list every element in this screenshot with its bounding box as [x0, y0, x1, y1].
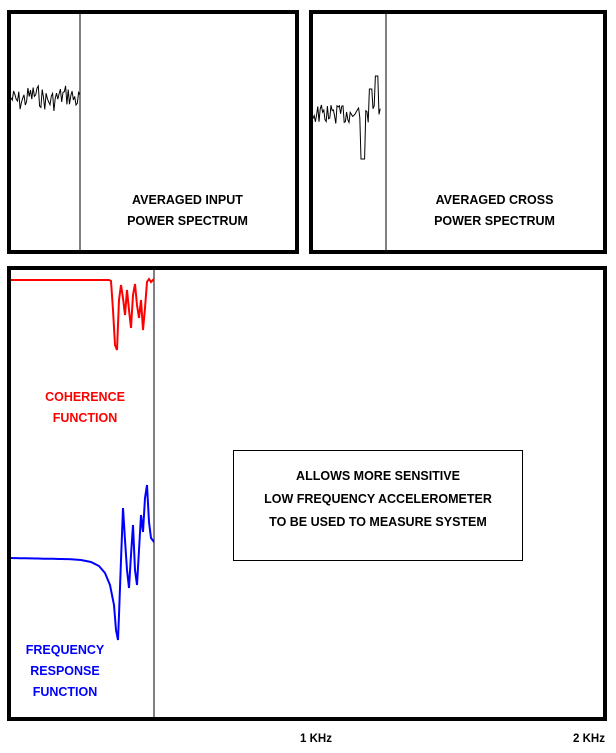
- input-power-spectrum-panel: AVERAGED INPUT POWER SPECTRUM: [7, 10, 299, 254]
- note-line3: TO BE USED TO MEASURE SYSTEM: [269, 515, 487, 529]
- input-spectrum-plot: [11, 14, 81, 250]
- frf-label: FREQUENCY RESPONSE FUNCTION: [15, 640, 115, 703]
- coherence-trace: [11, 277, 155, 351]
- frf-label-line2: RESPONSE: [30, 664, 100, 678]
- frf-label-line1: FREQUENCY: [25, 643, 105, 657]
- cross-power-spectrum-panel: AVERAGED CROSS POWER SPECTRUM: [309, 10, 607, 254]
- annotation-box: ALLOWS MORE SENSITIVE LOW FREQUENCY ACCE…: [233, 450, 523, 561]
- input-label-line2: POWER SPECTRUM: [127, 214, 248, 228]
- cross-spectrum-label: AVERAGED CROSS POWER SPECTRUM: [386, 190, 603, 232]
- input-label-line1: AVERAGED INPUT: [132, 193, 243, 207]
- tick-label-2khz: 2 KHz: [573, 733, 605, 745]
- note-line1: ALLOWS MORE SENSITIVE: [296, 469, 460, 483]
- cross-label-line2: POWER SPECTRUM: [434, 214, 555, 228]
- tick-label-1khz: 1 KHz: [300, 733, 332, 745]
- note-line2: LOW FREQUENCY ACCELEROMETER: [264, 492, 492, 506]
- input-spectrum-trace: [11, 84, 81, 111]
- coherence-frf-panel: COHERENCE FUNCTION FREQUENCY RESPONSE FU…: [7, 266, 607, 721]
- coherence-frf-plot: [11, 270, 155, 717]
- frf-label-line3: FUNCTION: [32, 685, 98, 699]
- cross-spectrum-plot: [313, 14, 387, 250]
- frf-trace: [11, 484, 155, 641]
- coherence-label: COHERENCE FUNCTION: [25, 387, 145, 429]
- cross-label-line1: AVERAGED CROSS: [435, 193, 554, 207]
- coherence-label-line1: COHERENCE: [45, 390, 125, 404]
- input-spectrum-label: AVERAGED INPUT POWER SPECTRUM: [80, 190, 295, 232]
- cross-spectrum-trace: [313, 75, 381, 160]
- coherence-label-line2: FUNCTION: [52, 411, 118, 425]
